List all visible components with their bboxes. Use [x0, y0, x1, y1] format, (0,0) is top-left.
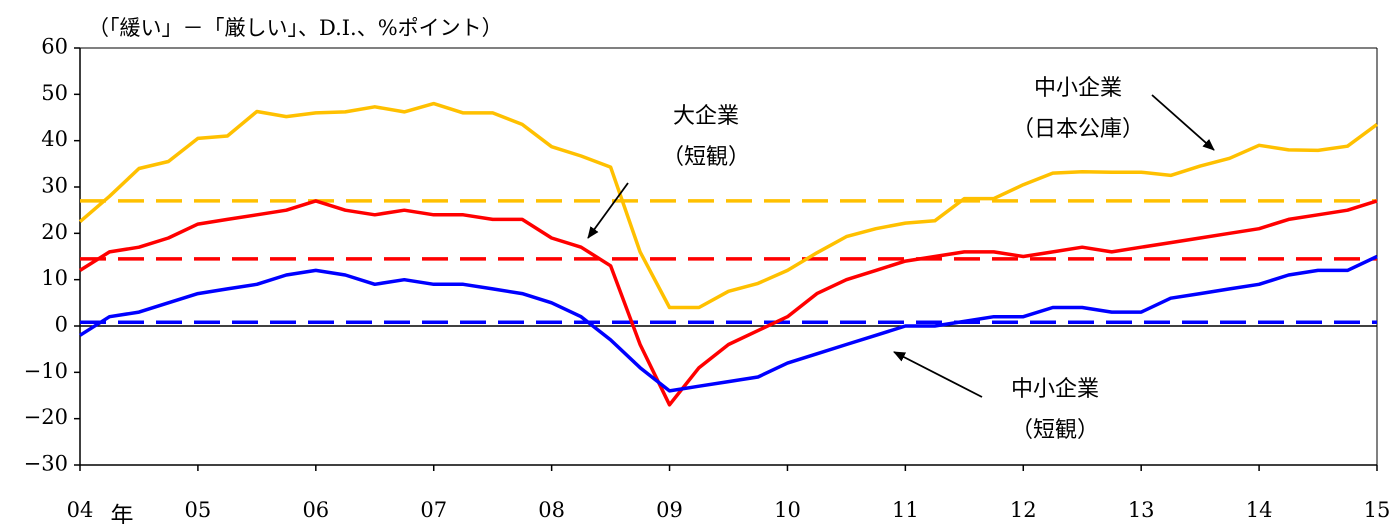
- annotation-arrow: [893, 351, 983, 398]
- y-tick-label: −10: [24, 359, 68, 383]
- series-annotation-label: 中小企業: [1034, 76, 1122, 101]
- series-line: [78, 101, 1379, 310]
- x-tick-label: 15: [1364, 498, 1391, 522]
- y-tick-label: 50: [41, 81, 68, 105]
- x-tick-label: 08: [538, 498, 565, 522]
- y-tick-label: 40: [41, 127, 68, 151]
- series-line: [79, 199, 1378, 407]
- y-tick-label: 30: [41, 174, 68, 198]
- x-year-suffix: 年: [111, 503, 134, 524]
- annotation-arrow: [1151, 94, 1215, 151]
- series-annotation-label: （短観）: [1011, 418, 1099, 443]
- x-tick-label: 10: [774, 498, 801, 522]
- series-annotation-label: 中小企業: [1011, 377, 1099, 402]
- x-tick-label: 07: [420, 498, 447, 522]
- y-tick-label: −30: [24, 452, 68, 476]
- unit-label: （「緩い」－「厳しい」、D.I.、%ポイント）: [88, 16, 503, 40]
- series-annotation-label: （日本公庫）: [1012, 117, 1144, 142]
- y-tick-label: −20: [24, 405, 68, 429]
- x-tick-label: 04: [67, 498, 94, 522]
- x-tick-label: 13: [1128, 498, 1155, 522]
- series-annotation-label: 大企業: [673, 104, 739, 129]
- series-annotation-label: （短観）: [662, 145, 750, 170]
- y-tick-label: 60: [41, 35, 68, 59]
- annotation-arrow: [587, 182, 629, 239]
- x-tick-label: 09: [656, 498, 683, 522]
- x-tick-label: 06: [302, 498, 329, 522]
- y-tick-label: 10: [41, 266, 68, 290]
- x-tick-label: 12: [1010, 498, 1037, 522]
- x-tick-label: 11: [892, 498, 919, 522]
- x-tick-label: 14: [1246, 498, 1273, 522]
- x-tick-label: 05: [185, 498, 212, 522]
- y-tick-label: 0: [55, 313, 68, 337]
- series-line: [79, 254, 1378, 393]
- y-tick-label: 20: [41, 220, 68, 244]
